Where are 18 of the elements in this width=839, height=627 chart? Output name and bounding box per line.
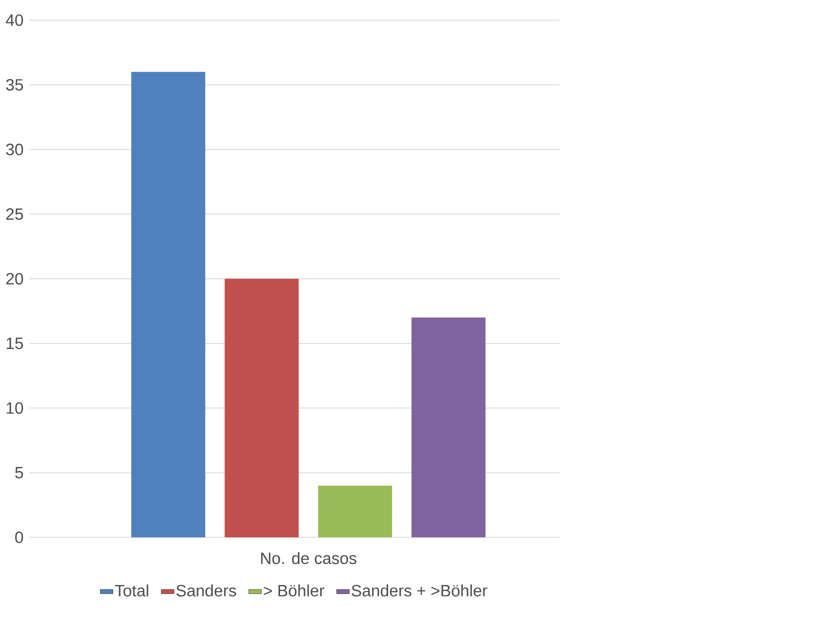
y-tick-label: 30: [6, 144, 24, 156]
bar: [318, 486, 392, 538]
y-tick-label: 20: [6, 272, 24, 285]
y-tick-label: 15: [6, 338, 23, 350]
y-tick-label: 35: [6, 79, 23, 91]
bar: [412, 318, 486, 538]
legend-label: Sanders: [176, 584, 236, 596]
y-tick-label: 10: [6, 402, 24, 414]
y-tick-label: 5: [15, 466, 23, 478]
x-tick-label: No. de casos: [261, 552, 356, 564]
legend-label: > Böhler: [264, 584, 324, 596]
bar: [131, 72, 206, 538]
y-tick-label: 40: [6, 14, 24, 26]
legend-label: Total: [115, 584, 148, 596]
y-tick-label: 0: [15, 532, 24, 544]
legend-label: Sanders + >Böhler: [352, 584, 488, 596]
bar: [224, 278, 299, 538]
y-tick-label: 25: [6, 208, 23, 220]
